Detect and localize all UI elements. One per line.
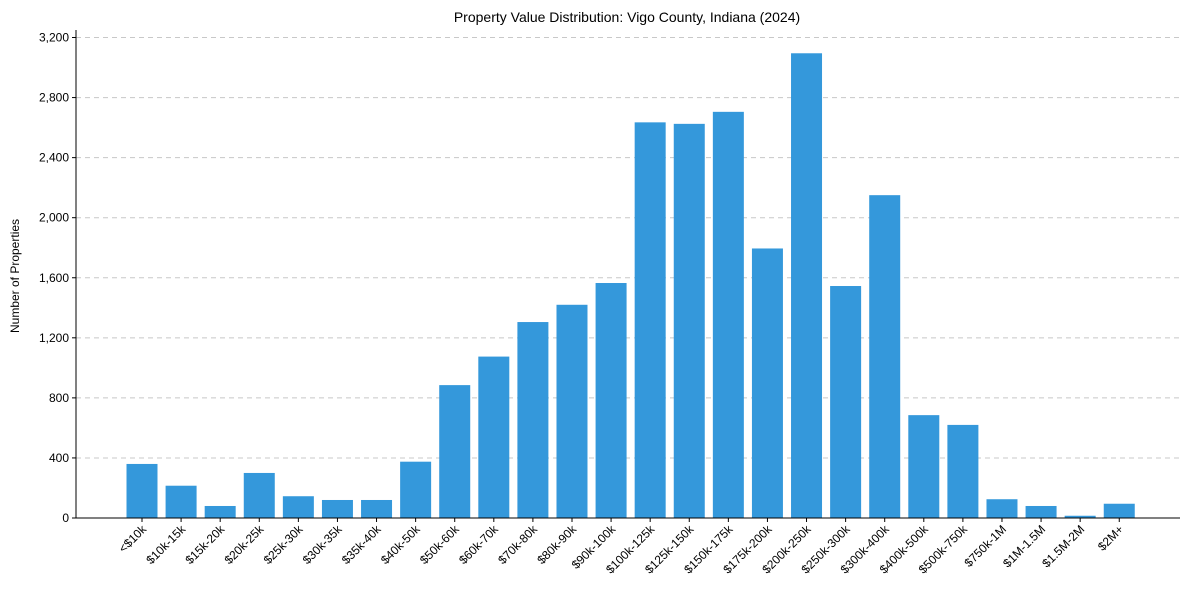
x-tick-label: $1.5M-2M xyxy=(1039,522,1087,570)
bar xyxy=(361,499,393,518)
bar xyxy=(478,356,510,518)
x-tick-label: $10k-15k xyxy=(143,522,189,568)
bar xyxy=(634,122,666,519)
bar xyxy=(751,248,783,518)
y-tick-label: 2,800 xyxy=(39,91,69,105)
bar xyxy=(243,472,275,518)
y-tick-label: 1,600 xyxy=(39,271,69,285)
bar xyxy=(282,496,314,518)
x-ticks: <$10k$10k-15k$15k-20k$20k-25k$25k-30k$30… xyxy=(116,518,1126,576)
x-tick-label: $60k-70k xyxy=(456,522,502,568)
x-tick-label: $15k-20k xyxy=(182,522,228,568)
bar xyxy=(595,283,627,518)
bar xyxy=(712,111,744,518)
x-tick-label: $20k-25k xyxy=(222,522,268,568)
x-tick-label: $25k-30k xyxy=(261,522,307,568)
bar xyxy=(1103,503,1135,518)
bar xyxy=(830,286,862,518)
bar xyxy=(556,304,588,518)
bar xyxy=(1025,505,1057,518)
y-ticks: 0 400 800 1,200 1,600 2,000 2,400 2,800 3,200 xyxy=(39,31,76,525)
bar xyxy=(791,53,823,519)
bar xyxy=(204,505,236,518)
y-axis-label: Number of Properties xyxy=(8,219,22,333)
x-tick-label: $70k-80k xyxy=(495,522,541,568)
bar xyxy=(908,415,940,518)
y-tick-label: 800 xyxy=(49,391,69,405)
bars xyxy=(126,53,1135,519)
y-tick-label: 0 xyxy=(62,511,69,525)
bar xyxy=(1064,515,1096,518)
bar xyxy=(439,385,471,518)
bar xyxy=(673,123,705,518)
bar xyxy=(321,499,353,518)
x-tick-label: <$10k xyxy=(116,522,150,556)
x-tick-label: $2M+ xyxy=(1095,522,1126,553)
bar xyxy=(869,195,901,518)
bar xyxy=(400,461,432,518)
chart-title: Property Value Distribution: Vigo County… xyxy=(454,9,800,25)
y-tick-label: 2,400 xyxy=(39,151,69,165)
y-tick-label: 400 xyxy=(49,451,69,465)
bar xyxy=(165,485,197,518)
x-tick-label: $30k-35k xyxy=(300,522,346,568)
y-tick-label: 1,200 xyxy=(39,331,69,345)
axes xyxy=(75,30,1180,519)
bar xyxy=(986,499,1018,518)
bar xyxy=(947,424,979,518)
bar xyxy=(517,322,549,518)
x-tick-label: $50k-60k xyxy=(417,522,463,568)
y-tick-label: 3,200 xyxy=(39,31,69,45)
gridlines xyxy=(76,37,1180,459)
bar xyxy=(126,463,158,518)
y-tick-label: 2,000 xyxy=(39,211,69,225)
x-tick-label: $40k-50k xyxy=(378,522,424,568)
x-tick-label: $35k-40k xyxy=(339,522,385,568)
